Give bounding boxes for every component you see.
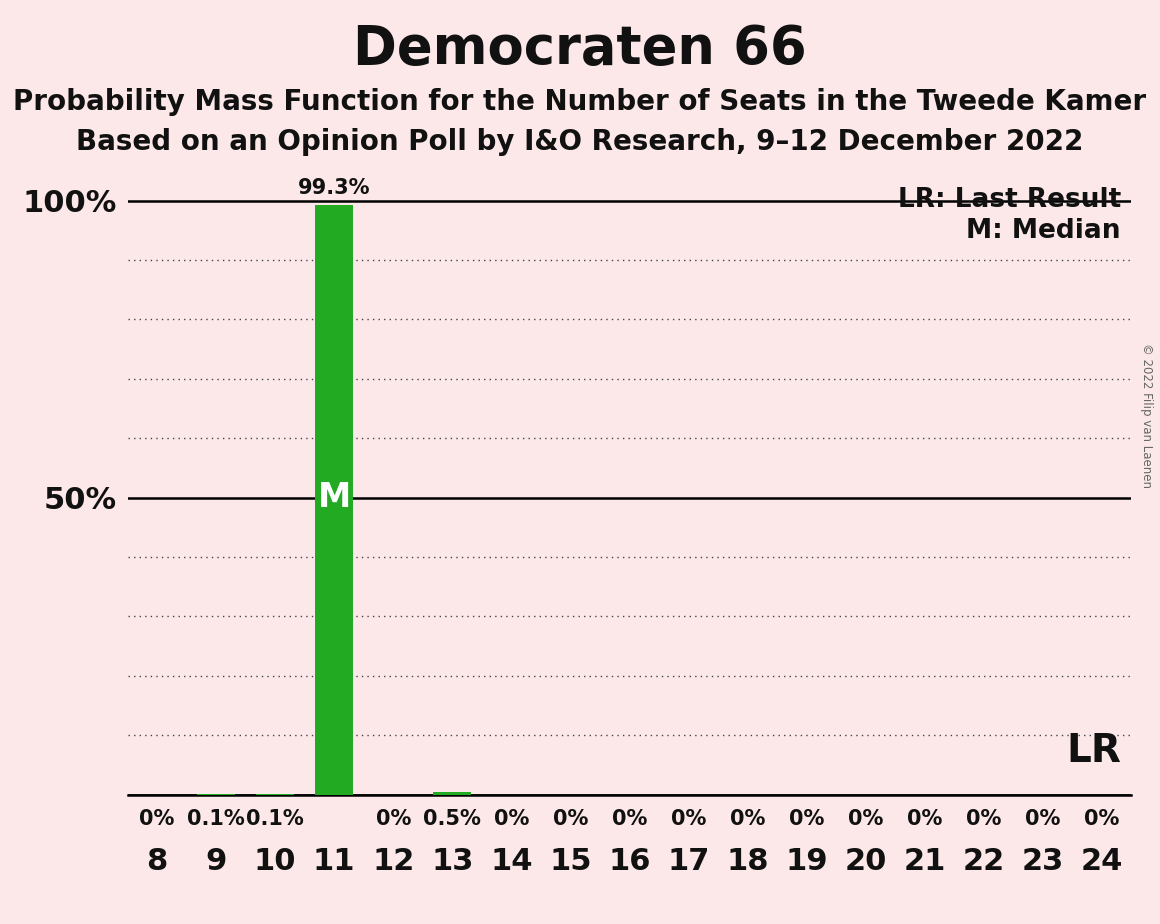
Text: 0%: 0% <box>670 809 706 830</box>
Text: 0%: 0% <box>848 809 883 830</box>
Text: 0%: 0% <box>730 809 766 830</box>
Text: 0%: 0% <box>611 809 647 830</box>
Text: 0%: 0% <box>1083 809 1119 830</box>
Text: 99.3%: 99.3% <box>298 177 370 198</box>
Text: Democraten 66: Democraten 66 <box>353 23 807 75</box>
Text: © 2022 Filip van Laenen: © 2022 Filip van Laenen <box>1139 344 1153 488</box>
Text: 0%: 0% <box>966 809 1001 830</box>
Text: 0%: 0% <box>907 809 942 830</box>
Text: M: Median: M: Median <box>966 218 1121 244</box>
Text: 0%: 0% <box>376 809 411 830</box>
Text: 0%: 0% <box>552 809 588 830</box>
Text: Based on an Opinion Poll by I&O Research, 9–12 December 2022: Based on an Opinion Poll by I&O Research… <box>77 128 1083 155</box>
Text: 0.5%: 0.5% <box>423 809 481 830</box>
Text: 0%: 0% <box>139 809 175 830</box>
Bar <box>316 205 354 795</box>
Text: 0.1%: 0.1% <box>187 809 245 830</box>
Text: 0%: 0% <box>493 809 529 830</box>
Text: 0%: 0% <box>1024 809 1060 830</box>
Text: Probability Mass Function for the Number of Seats in the Tweede Kamer: Probability Mass Function for the Number… <box>14 88 1146 116</box>
Text: 0.1%: 0.1% <box>246 809 304 830</box>
Text: M: M <box>318 481 350 514</box>
Text: LR: Last Result: LR: Last Result <box>898 187 1121 213</box>
Bar <box>433 792 471 795</box>
Text: 0%: 0% <box>789 809 824 830</box>
Text: LR: LR <box>1066 732 1121 770</box>
Bar <box>433 792 471 795</box>
